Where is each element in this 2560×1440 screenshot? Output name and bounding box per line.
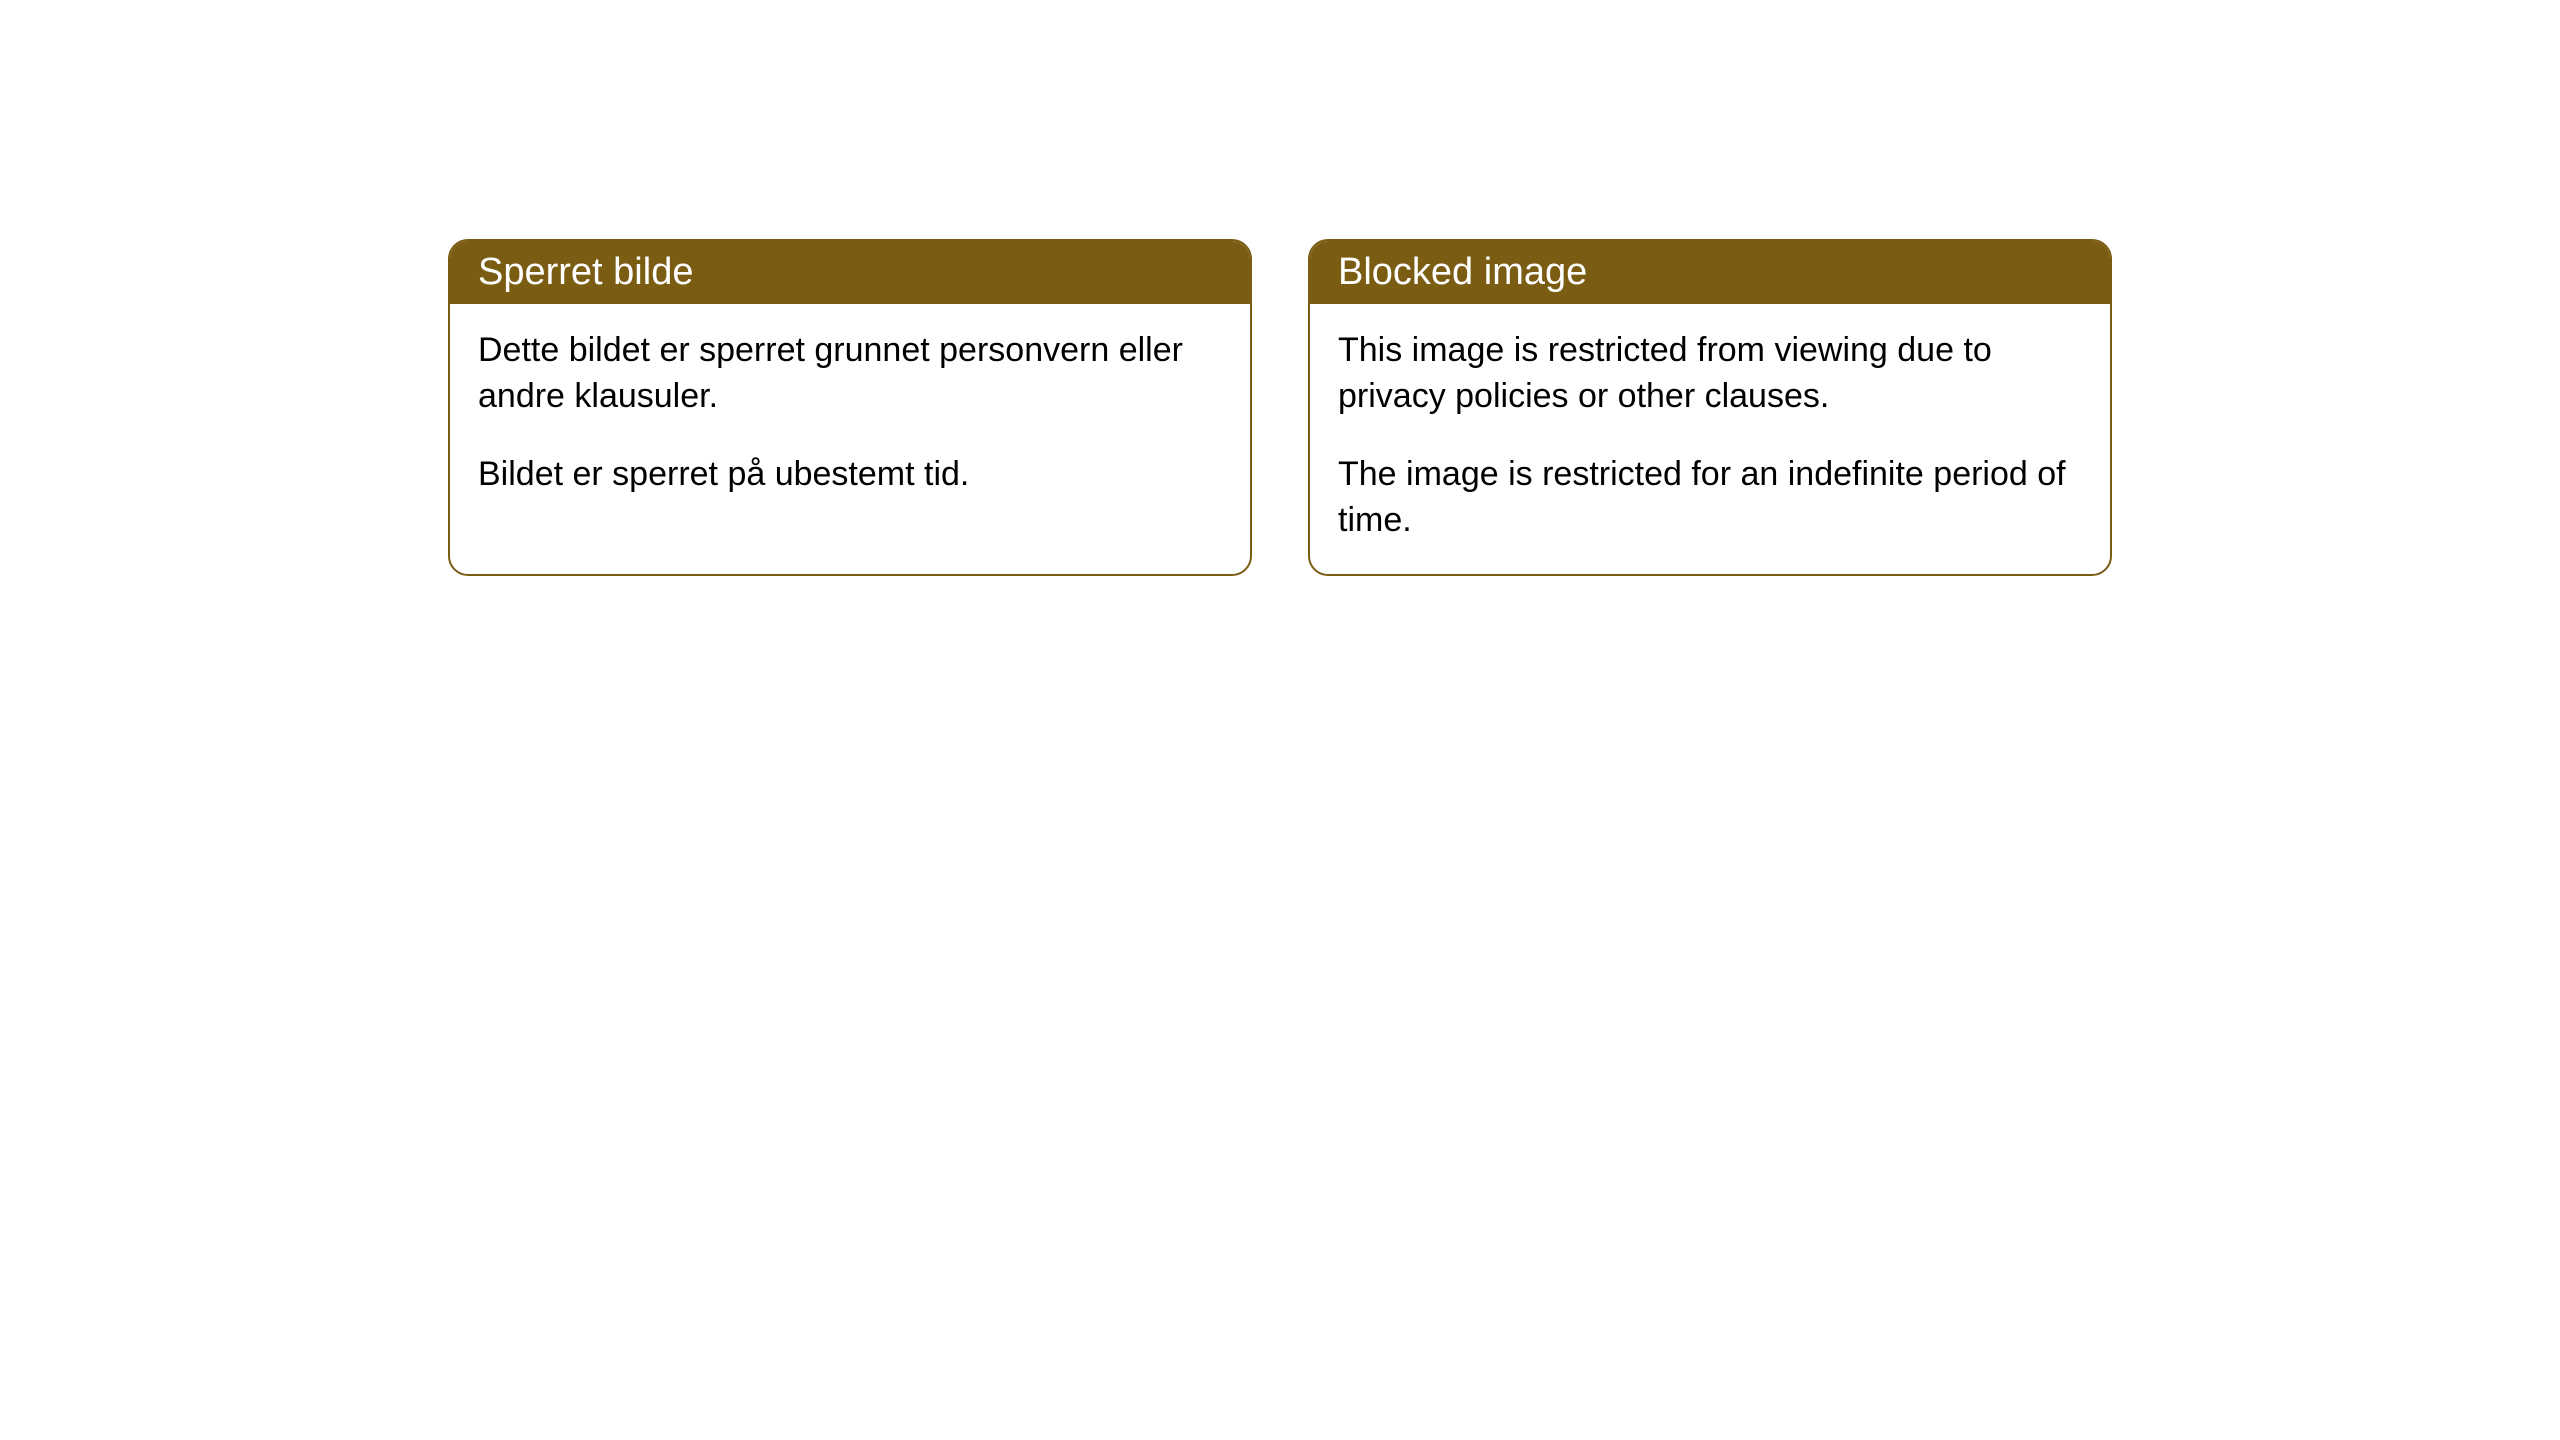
notice-title-english: Blocked image <box>1310 241 2110 304</box>
notice-paragraph: The image is restricted for an indefinit… <box>1338 452 2082 544</box>
notice-card-norwegian: Sperret bilde Dette bildet er sperret gr… <box>448 239 1252 576</box>
notice-paragraph: This image is restricted from viewing du… <box>1338 328 2082 420</box>
notice-container: Sperret bilde Dette bildet er sperret gr… <box>448 239 2112 576</box>
notice-body-norwegian: Dette bildet er sperret grunnet personve… <box>450 304 1250 528</box>
notice-card-english: Blocked image This image is restricted f… <box>1308 239 2112 576</box>
notice-body-english: This image is restricted from viewing du… <box>1310 304 2110 574</box>
notice-title-norwegian: Sperret bilde <box>450 241 1250 304</box>
notice-paragraph: Bildet er sperret på ubestemt tid. <box>478 452 1222 498</box>
notice-paragraph: Dette bildet er sperret grunnet personve… <box>478 328 1222 420</box>
